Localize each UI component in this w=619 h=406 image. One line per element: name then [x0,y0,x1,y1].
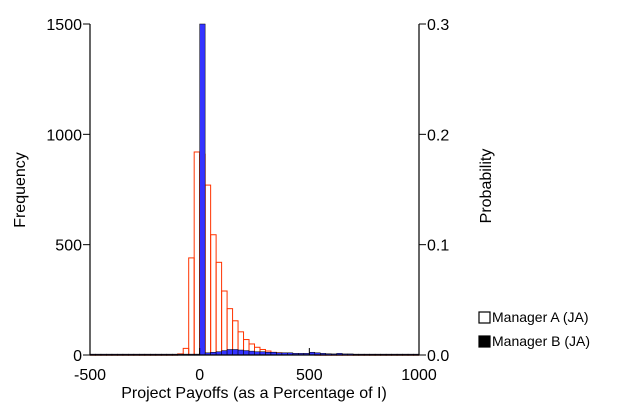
y-tick-label: 0 [73,348,82,365]
y-tick-label: 500 [55,238,82,255]
y2-tick-label: 0.0 [427,348,449,365]
manager-b-bar [226,349,233,356]
y-tick-label: 1000 [46,127,82,144]
legend-label-manager-b: Manager B (JA) [492,333,590,349]
legend-swatch-manager-b [478,335,491,348]
manager-b-bar [232,349,239,356]
y2-tick-label: 0.3 [427,17,449,34]
legend-label-manager-a: Manager A (JA) [492,309,589,325]
x-tick-label: -500 [74,367,106,384]
x-tick-label: 0 [195,367,204,384]
manager-b-bar [237,349,244,356]
y2-tick-label: 0.2 [427,127,449,144]
plot-background [90,24,419,355]
y2-axis-title: Probability [478,149,495,224]
manager-b-bar [199,23,206,356]
axes [89,24,420,356]
ticks: -500 0 500 1000 0 500 1000 1500 0.0 0.1 0.2 0.3 [46,17,449,384]
plot-area [90,24,419,355]
legend-swatch-manager-a [478,311,491,324]
manager-b-bar [221,350,228,356]
x-axis-title: Project Payoffs (as a Percentage of I) [121,385,387,402]
x-tick-label: 500 [296,367,323,384]
legend: Manager A (JA) Manager B (JA) [478,309,590,349]
y-axis-title: Frequency [12,152,29,228]
y2-tick-label: 0.1 [427,238,449,255]
y-tick-label: 1500 [46,17,82,34]
x-tick-label: 1000 [401,367,437,384]
manager-b-bar [243,350,250,356]
